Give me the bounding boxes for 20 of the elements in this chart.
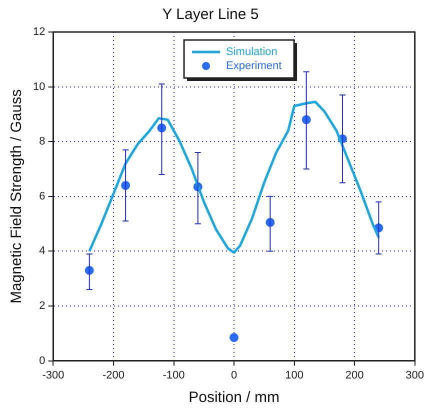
chart-title: Y Layer Line 5 — [162, 6, 259, 24]
x-tick-label: -300 — [42, 369, 64, 382]
x-tick-label: 200 — [345, 369, 364, 382]
y-tick-label: 8 — [39, 136, 46, 148]
x-tick-label: -100 — [162, 369, 185, 382]
y-tick-label: 0 — [39, 354, 46, 367]
point — [230, 333, 239, 342]
y-tick-label: 12 — [32, 26, 46, 38]
y-tick-label: 6 — [39, 190, 46, 202]
x-tick-label: 100 — [285, 369, 304, 382]
legend-label: Simulation — [226, 46, 278, 58]
x-axis-title: Position / mm — [188, 389, 280, 406]
x-tick-label: -200 — [102, 369, 125, 382]
y-tick-label: 4 — [39, 245, 46, 258]
x-tick-label: 300 — [406, 369, 424, 382]
y-tick-label: 2 — [39, 300, 46, 312]
y-tick-label: 10 — [32, 80, 46, 93]
y-axis-title: Magnetic Field Strength / Gauss — [8, 89, 26, 304]
x-tick-label: 0 — [230, 369, 238, 382]
legend-label: Experiment — [226, 60, 282, 72]
